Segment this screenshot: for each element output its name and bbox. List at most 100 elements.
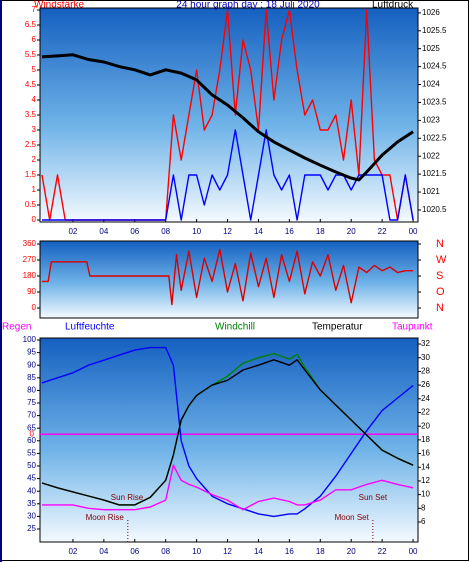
y-tick-label: 4 (32, 95, 37, 104)
y2-tick-label: 1022.5 (422, 133, 447, 142)
series-line (42, 129, 414, 221)
x-tick-label: 20 (347, 547, 356, 556)
series-line (42, 248, 414, 306)
x-tick-label: 02 (68, 547, 77, 556)
x-tick-label: 16 (285, 547, 294, 556)
annotation: Moon Set (335, 513, 370, 522)
y-tick-label: 55 (27, 449, 36, 458)
x-tick-label: 10 (192, 547, 201, 556)
y2-tick-label: 1021 (422, 187, 440, 196)
y-tick-label: 5 (32, 65, 37, 74)
x-tick-label: 00 (409, 547, 418, 556)
x-tick-label: 12 (223, 547, 232, 556)
y3-axis-label: Regen (2, 322, 31, 333)
y3-tick-label: 0 (30, 429, 35, 438)
y-tick-label: 6.5 (25, 20, 37, 29)
y2-tick-label: 1022 (422, 151, 440, 160)
x-tick-label: 08 (161, 547, 170, 556)
chart-title: 24 hour graph day : 18 Juli 2020 (176, 0, 320, 11)
series-line (41, 346, 414, 518)
y-tick-label: 0.5 (25, 200, 37, 209)
y-tick-label: 2.5 (25, 140, 37, 149)
annotation: Moon Rise (86, 513, 125, 522)
series-line (42, 464, 414, 511)
y2-tick-label: 32 (421, 339, 430, 348)
y2-tick-label: N (436, 238, 444, 250)
y2-tick-label: 20 (421, 421, 430, 430)
x-tick-label: 04 (99, 227, 108, 236)
y-tick-label: 25 (27, 524, 36, 533)
y2-tick-label: N (436, 302, 444, 314)
y2-tick-label: 12 (421, 476, 430, 485)
y-tick-label: 50 (27, 461, 36, 470)
y-tick-label: 270 (23, 255, 37, 264)
y2-tick-label: 28 (421, 367, 430, 376)
y2-tick-label: W (436, 254, 447, 266)
legend-label: Temperatur (312, 322, 363, 333)
y-tick-label: 75 (27, 398, 36, 407)
y-tick-label: 30 (27, 512, 36, 521)
y-tick-label: 40 (27, 486, 36, 495)
y2-tick-label: 1024 (422, 80, 440, 89)
y-tick-label: 100 (23, 335, 37, 344)
y2-tick-label: 1021.5 (422, 169, 447, 178)
x-tick-label: 04 (99, 547, 108, 556)
y-tick-label: 2 (32, 155, 37, 164)
x-tick-label: 16 (285, 227, 294, 236)
y-tick-label: 0 (32, 215, 37, 224)
y2-tick-label: 1026 (422, 8, 440, 17)
x-tick-label: 20 (347, 227, 356, 236)
y2-tick-label: 1024.5 (422, 62, 447, 71)
y2-tick-label: 16 (421, 449, 430, 458)
annotation: Sun Set (359, 493, 388, 502)
y-tick-label: 80 (27, 386, 36, 395)
legend-label: Windchill (215, 322, 255, 333)
legend-label: Taupunkt (392, 322, 433, 333)
y-tick-label: 3 (32, 125, 37, 134)
y2-tick-label: 1025 (422, 44, 440, 53)
y-tick-label: 0 (32, 303, 37, 312)
y2-tick-label: 6 (421, 517, 426, 526)
y-tick-label: 90 (27, 360, 36, 369)
y-tick-label: 35 (27, 499, 36, 508)
series-line (41, 53, 414, 182)
y2-tick-label: 1020.5 (422, 205, 447, 214)
plot-area (39, 337, 419, 543)
x-tick-label: 10 (192, 227, 201, 236)
y-tick-label: 1 (32, 185, 37, 194)
x-tick-label: 00 (409, 227, 418, 236)
y2-tick-label: 8 (421, 503, 426, 512)
y2-tick-label: O (436, 286, 445, 298)
y2-tick-label: 24 (421, 394, 430, 403)
y2-axis-label: Luftdruck (372, 0, 414, 11)
y-tick-label: 65 (27, 423, 36, 432)
legend-label: Luftfeuchte (65, 322, 115, 333)
y2-tick-label: 22 (421, 408, 430, 417)
x-tick-label: 18 (316, 547, 325, 556)
y-tick-label: 360 (23, 239, 37, 248)
y-tick-label: 3.5 (25, 110, 37, 119)
y2-tick-label: 18 (421, 435, 430, 444)
y-tick-label: 4.5 (25, 80, 37, 89)
x-tick-label: 22 (378, 227, 387, 236)
x-tick-label: 08 (161, 227, 170, 236)
y2-tick-label: 14 (421, 462, 430, 471)
y-tick-label: 60 (27, 436, 36, 445)
y-tick-label: 95 (27, 348, 36, 357)
y2-tick-label: S (436, 270, 443, 282)
y-tick-label: 45 (27, 474, 36, 483)
y-tick-label: 1.5 (25, 170, 37, 179)
y2-tick-label: 26 (421, 380, 430, 389)
plot-area (39, 240, 419, 319)
plot-area (39, 7, 419, 223)
series-line (41, 359, 414, 506)
y-tick-label: 5.5 (25, 50, 37, 59)
x-tick-label: 06 (130, 227, 139, 236)
y-tick-label: 70 (27, 411, 36, 420)
y2-tick-label: 1023 (422, 115, 440, 124)
y-tick-label: 90 (27, 287, 36, 296)
x-tick-label: 06 (130, 547, 139, 556)
y2-tick-label: 10 (421, 490, 430, 499)
y-tick-label: 180 (23, 271, 37, 280)
